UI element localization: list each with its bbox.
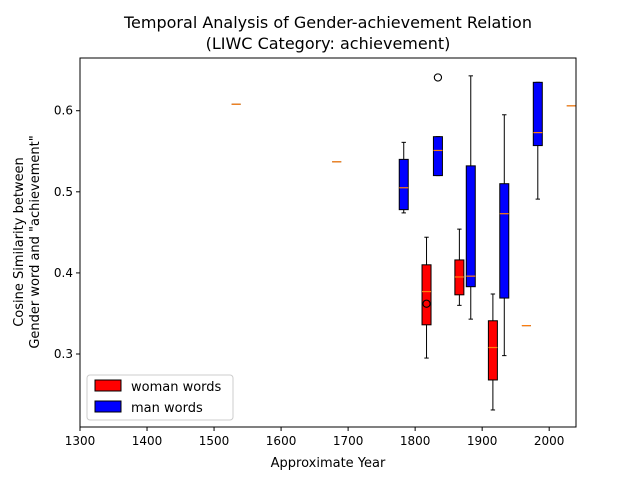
y-tick-label: 0.5 [54,185,73,199]
x-tick-label: 1300 [65,434,96,448]
legend: woman words man words [86,374,234,421]
y-tick-label: 0.3 [54,347,73,361]
y-axis-label-line1: Cosine Similarity between [12,157,27,327]
x-tick-label: 2000 [534,434,565,448]
x-tick-label: 1700 [333,434,364,448]
legend-label-woman: woman words [131,380,222,395]
box-body [432,136,443,177]
legend-label-man: man words [131,401,203,416]
box-man [432,73,443,177]
y-axis-label-line2: Gender word and "achievement" [28,135,43,348]
y-tick-label: 0.6 [54,104,73,118]
box-woman [454,228,465,306]
box-body [487,320,498,381]
x-axis: 1300 1400 1500 1600 1700 1800 1900 2000 [65,427,565,448]
box-body [398,158,409,211]
chart-title-line1: Temporal Analysis of Gender-achievement … [123,13,532,32]
box-woman [487,293,498,411]
box-man [499,114,510,357]
box-body [499,183,510,299]
x-tick-label: 1800 [400,434,431,448]
x-tick-label: 1600 [266,434,297,448]
x-tick-label: 1900 [467,434,498,448]
box-man [398,141,409,214]
box-body [465,165,476,288]
legend-swatch-woman [94,379,122,392]
legend-frame [86,374,234,421]
box-woman [421,236,432,359]
x-tick-label: 1400 [132,434,163,448]
y-tick-label: 0.4 [54,266,73,280]
box-body [532,81,543,147]
plot-frame [79,57,577,428]
outlier-point [433,73,443,82]
box-body [421,264,432,326]
y-axis: 0.3 0.4 0.5 0.6 [54,104,80,361]
box-man [532,81,543,200]
box-man [465,75,476,320]
x-axis-label: Approximate Year [271,456,386,471]
outlier-point [422,299,431,308]
x-tick-label: 1500 [199,434,230,448]
plot-area [231,73,576,411]
legend-swatch-man [94,400,122,413]
chart-title-line2: (LIWC Category: achievement) [206,34,451,53]
